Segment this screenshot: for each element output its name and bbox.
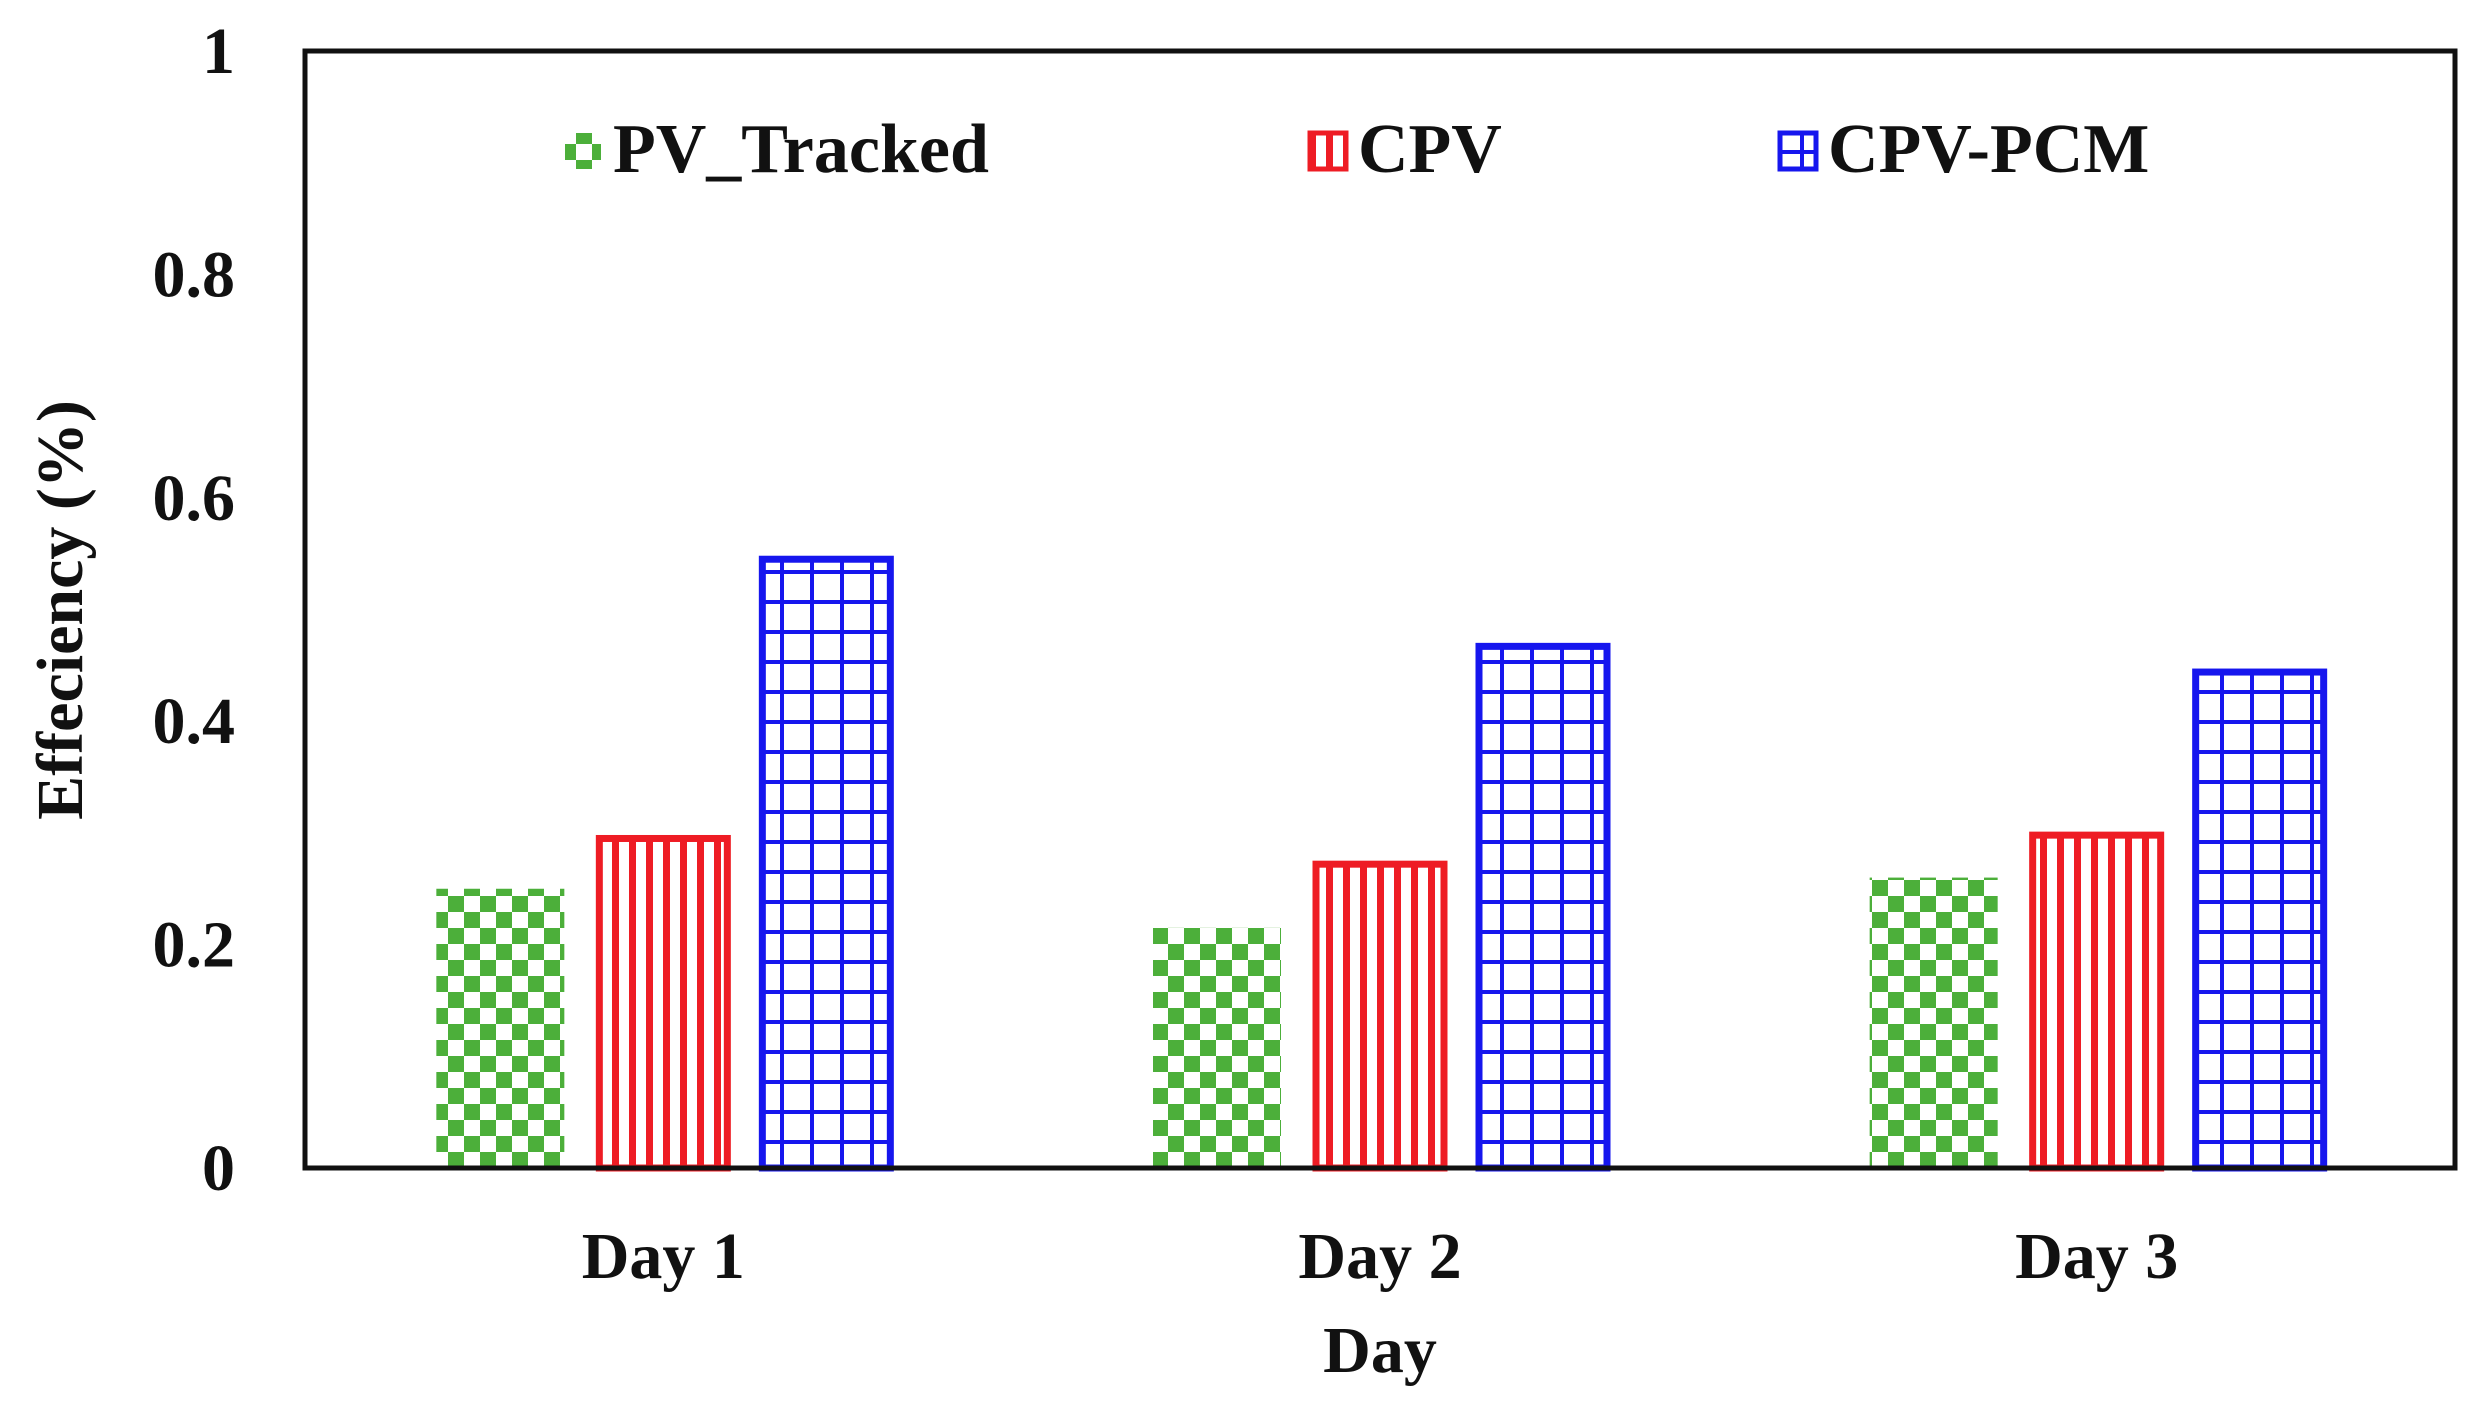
x-tick-label: Day 2 xyxy=(1298,1220,1461,1293)
y-tick-label: 0.6 xyxy=(153,462,236,535)
x-tick-label: Day 1 xyxy=(582,1220,745,1293)
legend-swatch-cpv-pcm xyxy=(1777,130,1819,172)
bar-cpv-2: CPV Day 2: 0.272 xyxy=(1312,860,1448,1172)
bar-pv-tracked-3: PV_Tracked Day 3: 0.26 xyxy=(1869,877,1998,1168)
y-tick-label: 1 xyxy=(202,15,235,88)
bar-cpv-pcm-1: CPV-PCM Day 1: 0.545 xyxy=(758,555,894,1172)
bar-cpv-1: CPV Day 1: 0.295 xyxy=(595,834,731,1172)
legend-label-cpv: CPV xyxy=(1358,111,1502,188)
x-axis-ticks: Day 1 Day 2 Day 3 xyxy=(582,1220,2179,1293)
legend-label-pv-tracked: PV_Tracked xyxy=(613,111,989,188)
x-axis-title: Day xyxy=(1323,1314,1437,1387)
bar-cpv-pcm-3: CPV-PCM Day 3: 0.444 xyxy=(2192,668,2328,1172)
bar-cpv-3: CPV Day 3: 0.298 xyxy=(2029,831,2165,1172)
x-tick-label: Day 3 xyxy=(2015,1220,2178,1293)
legend-swatch-pv-tracked xyxy=(565,133,601,169)
y-axis-title: Effeciency (%) xyxy=(24,400,97,820)
bar-pv-tracked-1: PV_Tracked Day 1: 0.25 xyxy=(436,888,565,1168)
bar-pv-tracked-2: PV_Tracked Day 2: 0.215 xyxy=(1153,927,1281,1168)
y-tick-label: 0.2 xyxy=(153,909,236,982)
legend-swatch-cpv xyxy=(1307,130,1349,172)
y-axis-ticks: 0 0.2 0.4 0.6 0.8 1 xyxy=(153,15,236,1205)
y-tick-label: 0 xyxy=(202,1132,235,1205)
legend: PV_Tracked CPV CPV-PCM xyxy=(565,111,2149,188)
legend-label-cpv-pcm: CPV-PCM xyxy=(1828,111,2149,188)
bar-series: PV_Tracked Day 1: 0.25CPV Day 1: 0.295CP… xyxy=(305,555,2455,1172)
y-tick-label: 0.8 xyxy=(153,238,236,311)
y-tick-label: 0.4 xyxy=(153,685,236,758)
bar-cpv-pcm-2: CPV-PCM Day 2: 0.467 xyxy=(1475,642,1611,1172)
